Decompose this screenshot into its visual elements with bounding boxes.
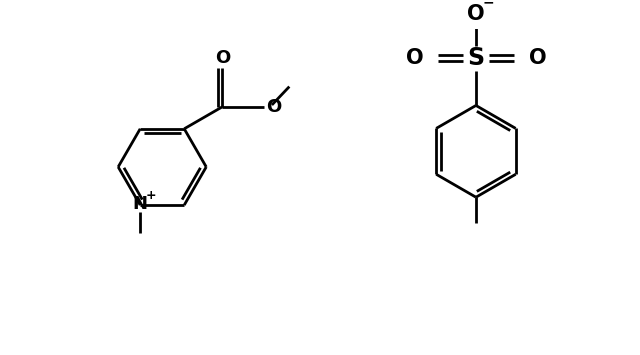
Text: O: O bbox=[215, 49, 230, 67]
Text: +: + bbox=[146, 190, 157, 202]
Text: −: − bbox=[482, 0, 493, 10]
Text: N: N bbox=[132, 195, 148, 213]
Text: S: S bbox=[467, 46, 484, 70]
Text: O: O bbox=[406, 48, 423, 68]
Text: O: O bbox=[266, 98, 282, 116]
Text: O: O bbox=[467, 4, 484, 24]
Text: O: O bbox=[529, 48, 546, 68]
